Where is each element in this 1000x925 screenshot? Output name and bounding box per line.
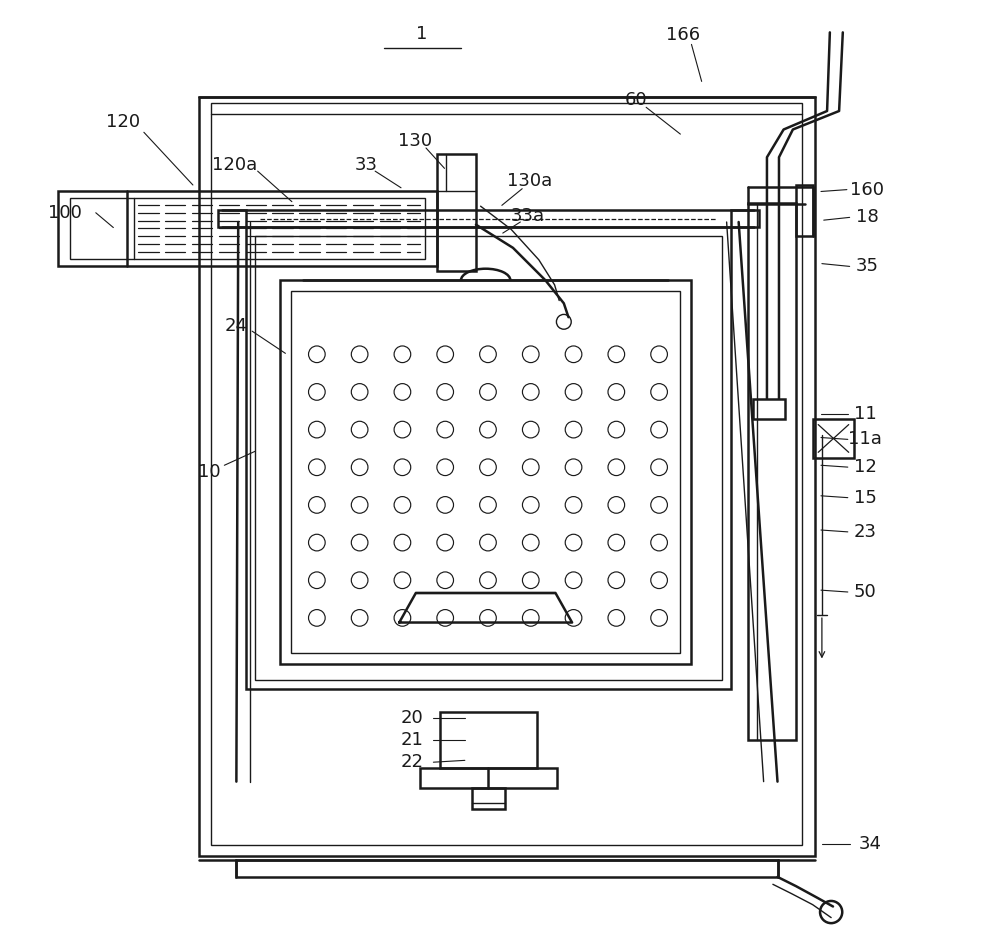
Text: 11a: 11a [848, 430, 882, 449]
Bar [255, 236, 722, 680]
Bar [236, 860, 778, 877]
Text: 18: 18 [856, 208, 879, 227]
Bar [58, 191, 437, 266]
Bar [70, 198, 425, 259]
Bar [199, 97, 814, 856]
Text: 34: 34 [858, 834, 882, 853]
Text: 24: 24 [225, 316, 248, 335]
Text: 160: 160 [850, 180, 884, 199]
Text: 22: 22 [401, 753, 424, 771]
Bar [280, 280, 691, 664]
Bar [440, 712, 537, 768]
Text: 33: 33 [354, 155, 377, 174]
Bar [420, 768, 557, 788]
Bar [211, 103, 802, 845]
Bar [246, 227, 731, 689]
Bar [748, 204, 796, 740]
Text: 120a: 120a [212, 155, 257, 174]
Text: 166: 166 [666, 26, 700, 44]
Bar [796, 185, 813, 236]
Text: 35: 35 [856, 257, 879, 276]
Text: 20: 20 [401, 709, 424, 727]
Bar [437, 154, 476, 271]
Text: 23: 23 [854, 523, 877, 541]
Text: 130: 130 [398, 131, 432, 150]
Text: 11: 11 [854, 405, 877, 424]
Bar [753, 399, 785, 419]
Bar [291, 291, 680, 653]
Text: 12: 12 [854, 458, 877, 476]
Bar [218, 210, 246, 227]
Text: 100: 100 [48, 204, 82, 222]
Text: 10: 10 [198, 462, 221, 481]
Text: 120: 120 [106, 113, 141, 131]
Bar [472, 788, 505, 809]
Text: 60: 60 [625, 91, 647, 109]
Text: 130a: 130a [507, 172, 552, 191]
Bar [731, 210, 759, 227]
Text: 15: 15 [854, 488, 877, 507]
Text: 21: 21 [401, 731, 424, 749]
Bar [813, 419, 854, 458]
Text: 33a: 33a [511, 206, 545, 225]
Text: 1: 1 [416, 25, 427, 43]
Text: 50: 50 [854, 583, 877, 601]
